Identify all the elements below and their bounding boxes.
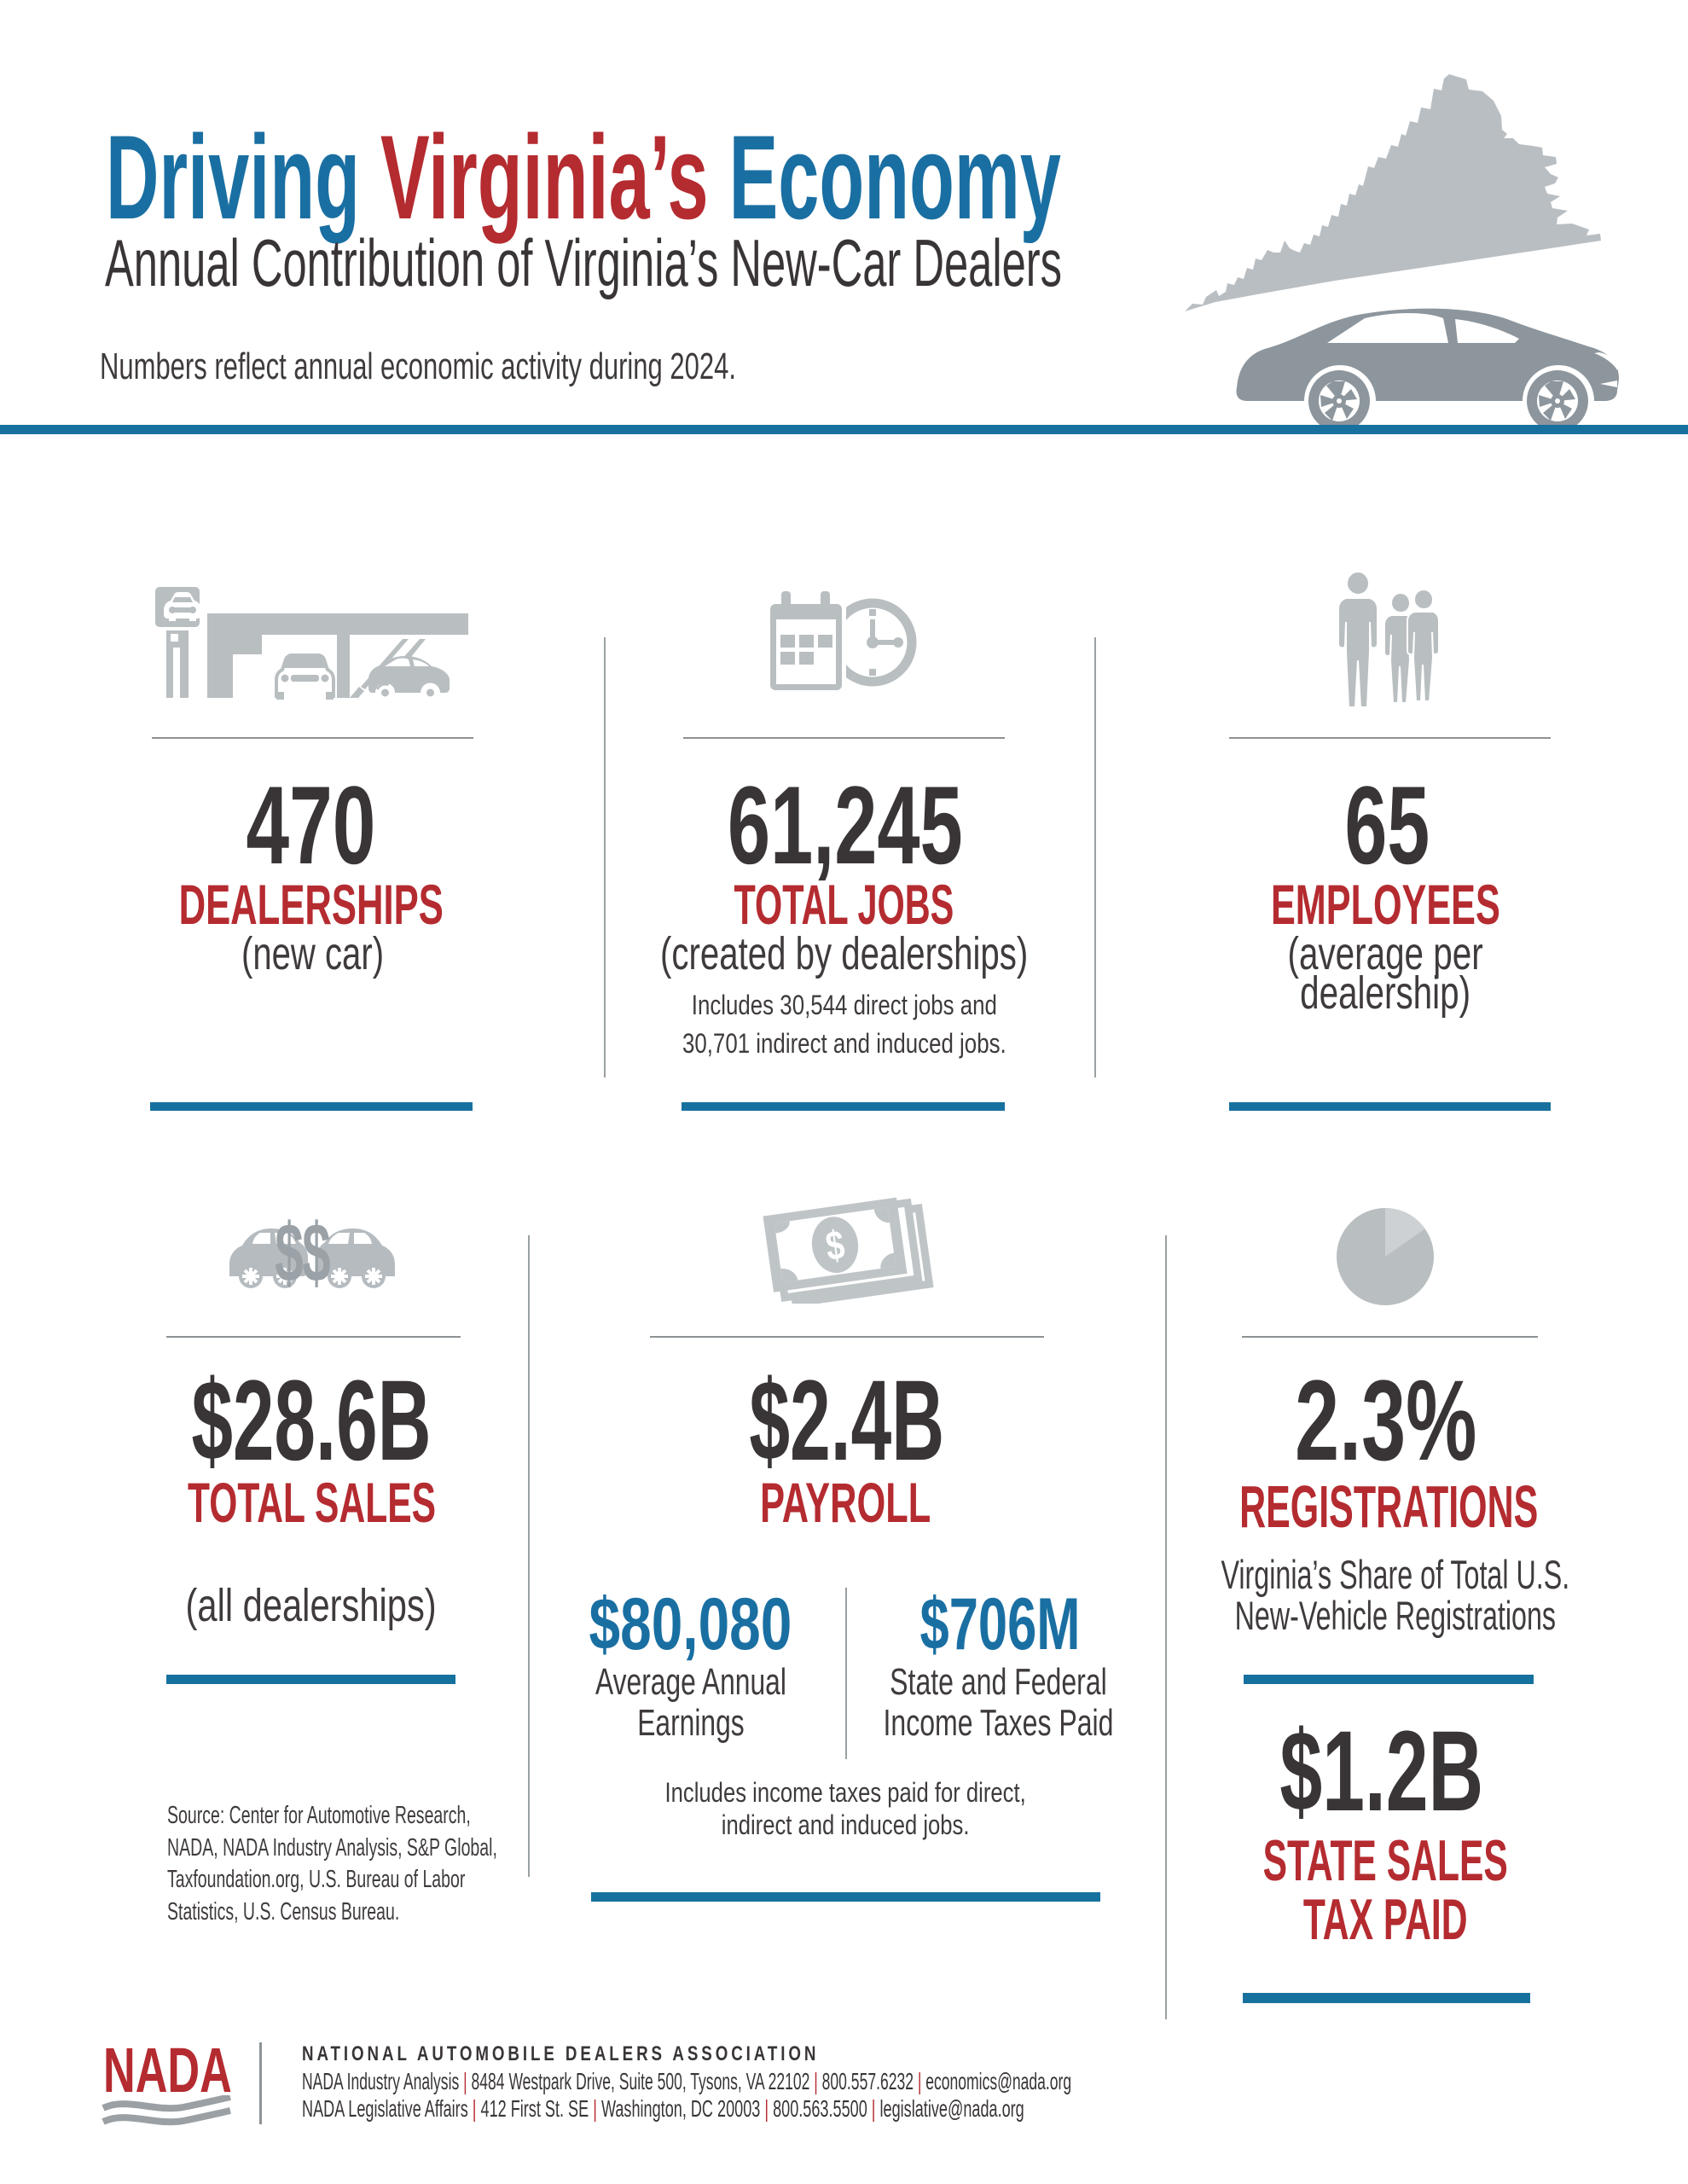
svg-text:$: $ bbox=[302, 1207, 330, 1299]
svg-text:$: $ bbox=[275, 1207, 303, 1299]
